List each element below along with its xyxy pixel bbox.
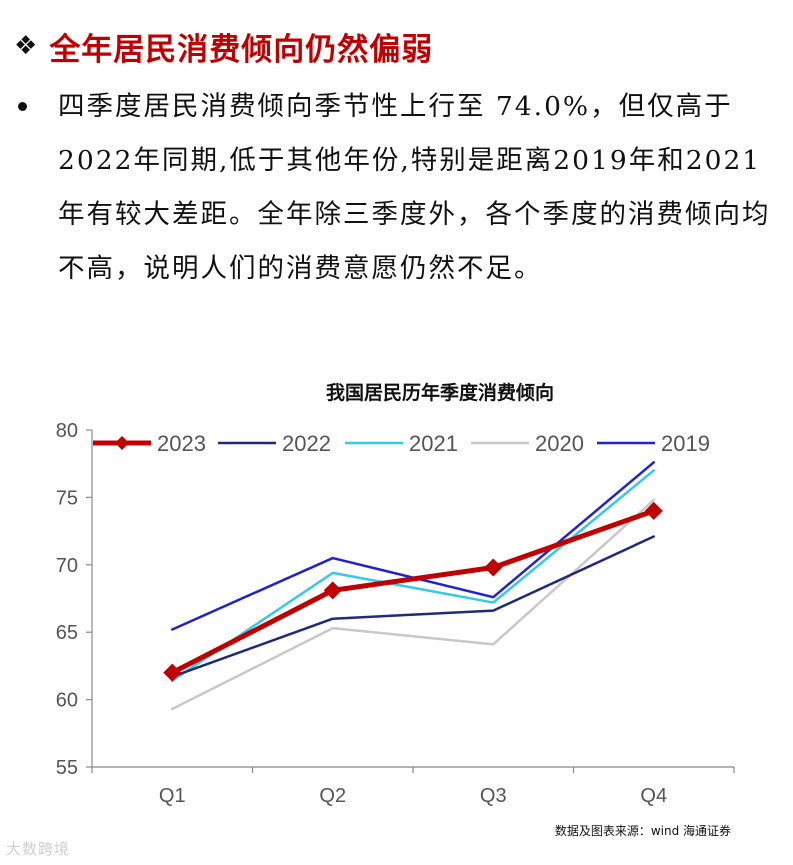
data-point-2023-Q1 <box>163 663 182 682</box>
watermark: 大数跨境 <box>6 840 71 858</box>
x-tick-label: Q1 <box>159 785 186 807</box>
legend-label-2020: 2020 <box>535 431 584 456</box>
bullet-paragraph: 四季度居民消费倾向季节性上行至 74.0%，但仅高于2022年同期,低于其他年份… <box>18 80 778 296</box>
x-tick-label: Q4 <box>640 785 667 807</box>
data-point-2023-Q4 <box>644 501 663 520</box>
x-tick-label: Q3 <box>480 785 507 807</box>
x-tick-label: Q2 <box>319 785 346 807</box>
series-line-2022 <box>171 535 655 678</box>
legend-label-2022: 2022 <box>282 431 331 456</box>
data-point-2023-Q3 <box>484 558 503 577</box>
data-point-2023-Q2 <box>323 581 342 600</box>
y-tick-label: 70 <box>56 555 78 577</box>
series-line-2019 <box>171 461 655 631</box>
legend-label-2019: 2019 <box>661 431 710 456</box>
source-note: 数据及图表来源：wind 海通证券 <box>554 824 731 838</box>
y-tick-label: 55 <box>56 757 78 779</box>
y-tick-label: 75 <box>56 487 78 509</box>
legend-label-2023: 2023 <box>157 431 206 456</box>
bullet-dot-icon <box>18 102 27 111</box>
section-title: 全年居民消费倾向仍然偏弱 <box>49 31 434 68</box>
series-line-2023 <box>169 508 657 676</box>
series-line-2021 <box>171 469 655 682</box>
y-tick-label: 65 <box>56 622 78 644</box>
bullet-text: 四季度居民消费倾向季节性上行至 74.0%，但仅高于2022年同期,低于其他年份… <box>58 91 771 284</box>
y-tick-label: 60 <box>56 690 78 712</box>
section-heading: ❖ 全年居民消费倾向仍然偏弱 <box>14 24 433 68</box>
legend-marker-2023 <box>115 436 129 450</box>
y-tick-label: 80 <box>56 420 78 442</box>
diamond-bullet-icon: ❖ <box>14 31 38 61</box>
chart-title: 我国居民历年季度消费倾向 <box>325 382 554 404</box>
legend-label-2021: 2021 <box>409 431 458 456</box>
